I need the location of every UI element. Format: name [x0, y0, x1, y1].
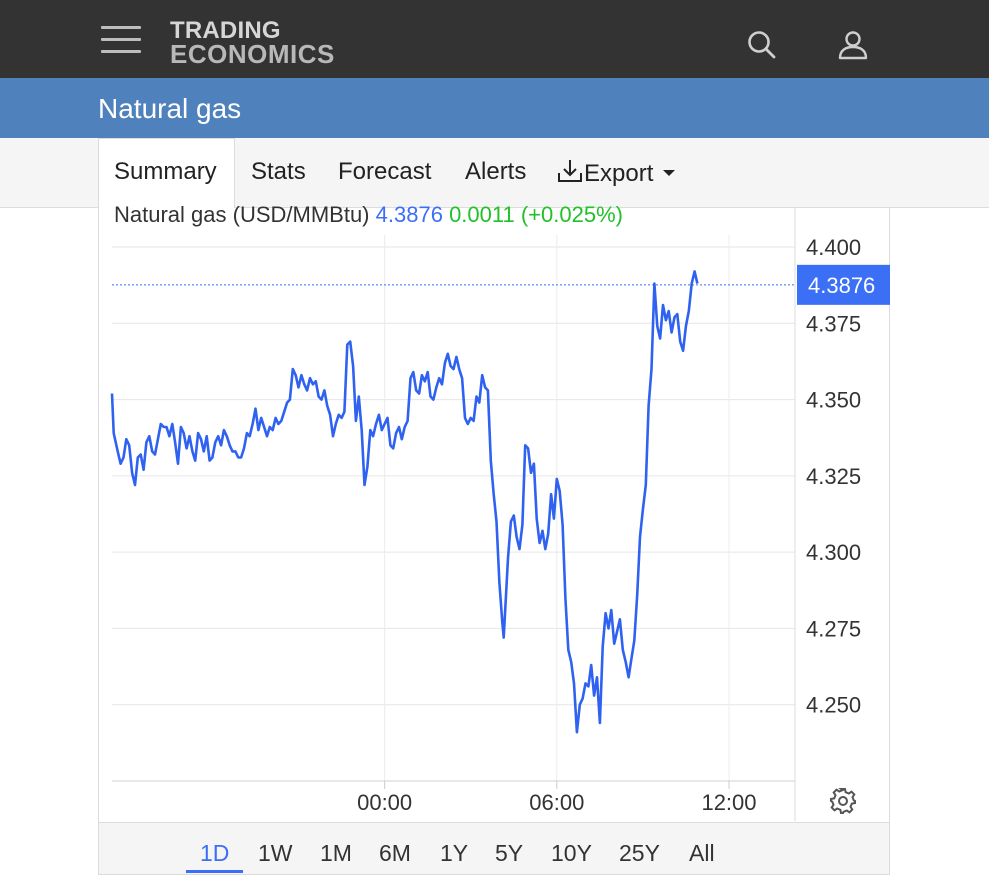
range-25y[interactable]: 25Y [619, 840, 660, 866]
export-label: Export [584, 160, 654, 187]
x-tick-label: 06:00 [529, 790, 584, 815]
caret-down-icon [663, 170, 676, 176]
chart-card [98, 207, 890, 875]
range-1w[interactable]: 1W [258, 840, 293, 866]
tab-forecast[interactable]: Forecast [338, 158, 432, 185]
chart-grid [112, 235, 795, 781]
top-navigation-bar [0, 0, 989, 78]
y-tick-label: 4.300 [806, 540, 861, 565]
range-1m[interactable]: 1M [320, 840, 352, 866]
range-1y[interactable]: 1Y [440, 840, 469, 866]
title-bar [0, 78, 989, 138]
x-axis: 00:00 06:00 12:00 [112, 780, 795, 815]
last-price-badge-label: 4.3876 [808, 273, 875, 298]
active-tab-background [98, 138, 235, 208]
range-all[interactable]: All [689, 840, 715, 866]
last-price-badge-bg [797, 264, 890, 305]
tab-summary[interactable]: Summary [114, 158, 217, 185]
tab-export[interactable]: Export [556, 158, 676, 188]
settings-gear-icon[interactable] [829, 787, 857, 815]
y-tick-label: 4.250 [806, 693, 861, 718]
price-change-percent: (+0.025%) [520, 202, 623, 227]
instrument-name: Natural gas (USD/MMBtu) [114, 202, 370, 227]
range-6m[interactable]: 6M [379, 840, 411, 866]
range-5y[interactable]: 5Y [495, 840, 524, 866]
y-tick-label: 4.375 [806, 311, 861, 336]
menu-icon[interactable] [101, 26, 141, 58]
price-change: 0.0011 [449, 202, 515, 227]
logo-line-2: ECONOMICS [170, 39, 335, 69]
search-icon[interactable] [745, 28, 779, 62]
page-title: Natural gas [98, 93, 242, 124]
y-tick-label: 4.350 [806, 388, 861, 413]
x-tick-label: 12:00 [701, 790, 756, 815]
tab-stats[interactable]: Stats [251, 158, 306, 185]
y-axis: 4.400 4.375 4.350 4.325 4.300 4.275 4.250 [794, 207, 861, 821]
x-tick-label: 00:00 [357, 790, 412, 815]
range-1d[interactable]: 1D [200, 840, 230, 866]
y-tick-label: 4.400 [806, 235, 861, 260]
y-tick-label: 4.275 [806, 616, 861, 641]
logo[interactable]: TRADING ECONOMICS [170, 17, 335, 69]
active-range-indicator [186, 870, 243, 873]
user-icon[interactable] [836, 28, 870, 62]
last-price-badge: 4.3876 [797, 264, 890, 305]
range-selector-bar [98, 822, 890, 875]
logo-line-1: TRADING [170, 17, 281, 44]
price-series-line [110, 270, 699, 734]
last-price: 4.3876 [375, 202, 443, 227]
tab-alerts[interactable]: Alerts [465, 158, 527, 185]
range-10y[interactable]: 10Y [551, 840, 592, 866]
download-icon [558, 160, 582, 182]
price-summary: Natural gas (USD/MMBtu) 4.3876 0.0011 (+… [114, 202, 623, 228]
y-tick-label: 4.325 [806, 464, 861, 489]
